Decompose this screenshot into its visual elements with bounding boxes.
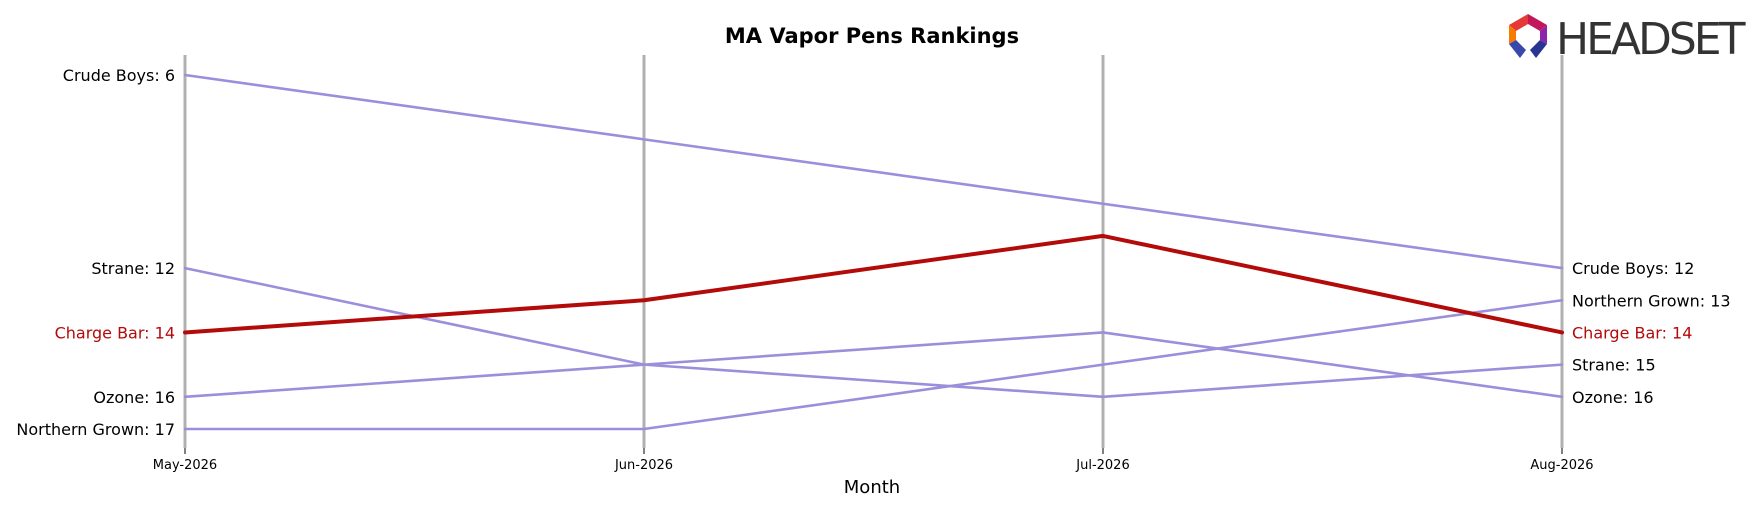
right-label: Crude Boys: 12 [1572,259,1694,278]
left-label: Ozone: 16 [93,388,175,407]
series-line-northern-grown [183,298,1564,431]
series-line-crude-boys [183,73,1564,270]
left-rank-labels: Crude Boys: 6 Strane: 12 Charge Bar: 14 Ozo… [16,66,175,439]
logo-segment [1530,40,1547,58]
left-label: Charge Bar: 14 [55,323,175,342]
right-rank-labels: Crude Boys: 12 Northern Grown: 13 Charge B… [1572,259,1731,407]
logo-segment [1509,25,1516,44]
logo-segment [1509,40,1526,58]
headset-logo: HEADSET [1509,14,1746,65]
x-tick-label: May-2026 [153,458,217,473]
headset-logo-mark [1509,14,1547,58]
x-tick-label: Jul-2026 [1075,458,1129,473]
left-label: Northern Grown: 17 [16,420,175,439]
x-axis-ticks: May-2026 Jun-2026 Jul-2026 Aug-2026 [153,448,1594,473]
series-lines [183,73,1564,431]
chart-title: MA Vapor Pens Rankings [725,24,1019,48]
headset-logo-text: HEADSET [1556,14,1746,65]
right-label: Charge Bar: 14 [1572,323,1692,342]
left-label: Crude Boys: 6 [63,66,175,85]
right-label: Strane: 15 [1572,356,1656,375]
logo-segment [1509,14,1528,31]
series-line-charge-bar [183,233,1564,335]
x-tick-label: Aug-2026 [1530,458,1593,473]
month-gridlines [183,55,1564,448]
left-label: Strane: 12 [91,259,175,278]
right-label: Northern Grown: 13 [1572,291,1731,310]
series-line-ozone [183,331,1564,399]
logo-segment [1528,14,1547,31]
x-axis-label: Month [844,477,900,498]
right-label: Ozone: 16 [1572,388,1654,407]
x-tick-label: Jun-2026 [614,458,673,473]
logo-segment [1540,25,1547,44]
